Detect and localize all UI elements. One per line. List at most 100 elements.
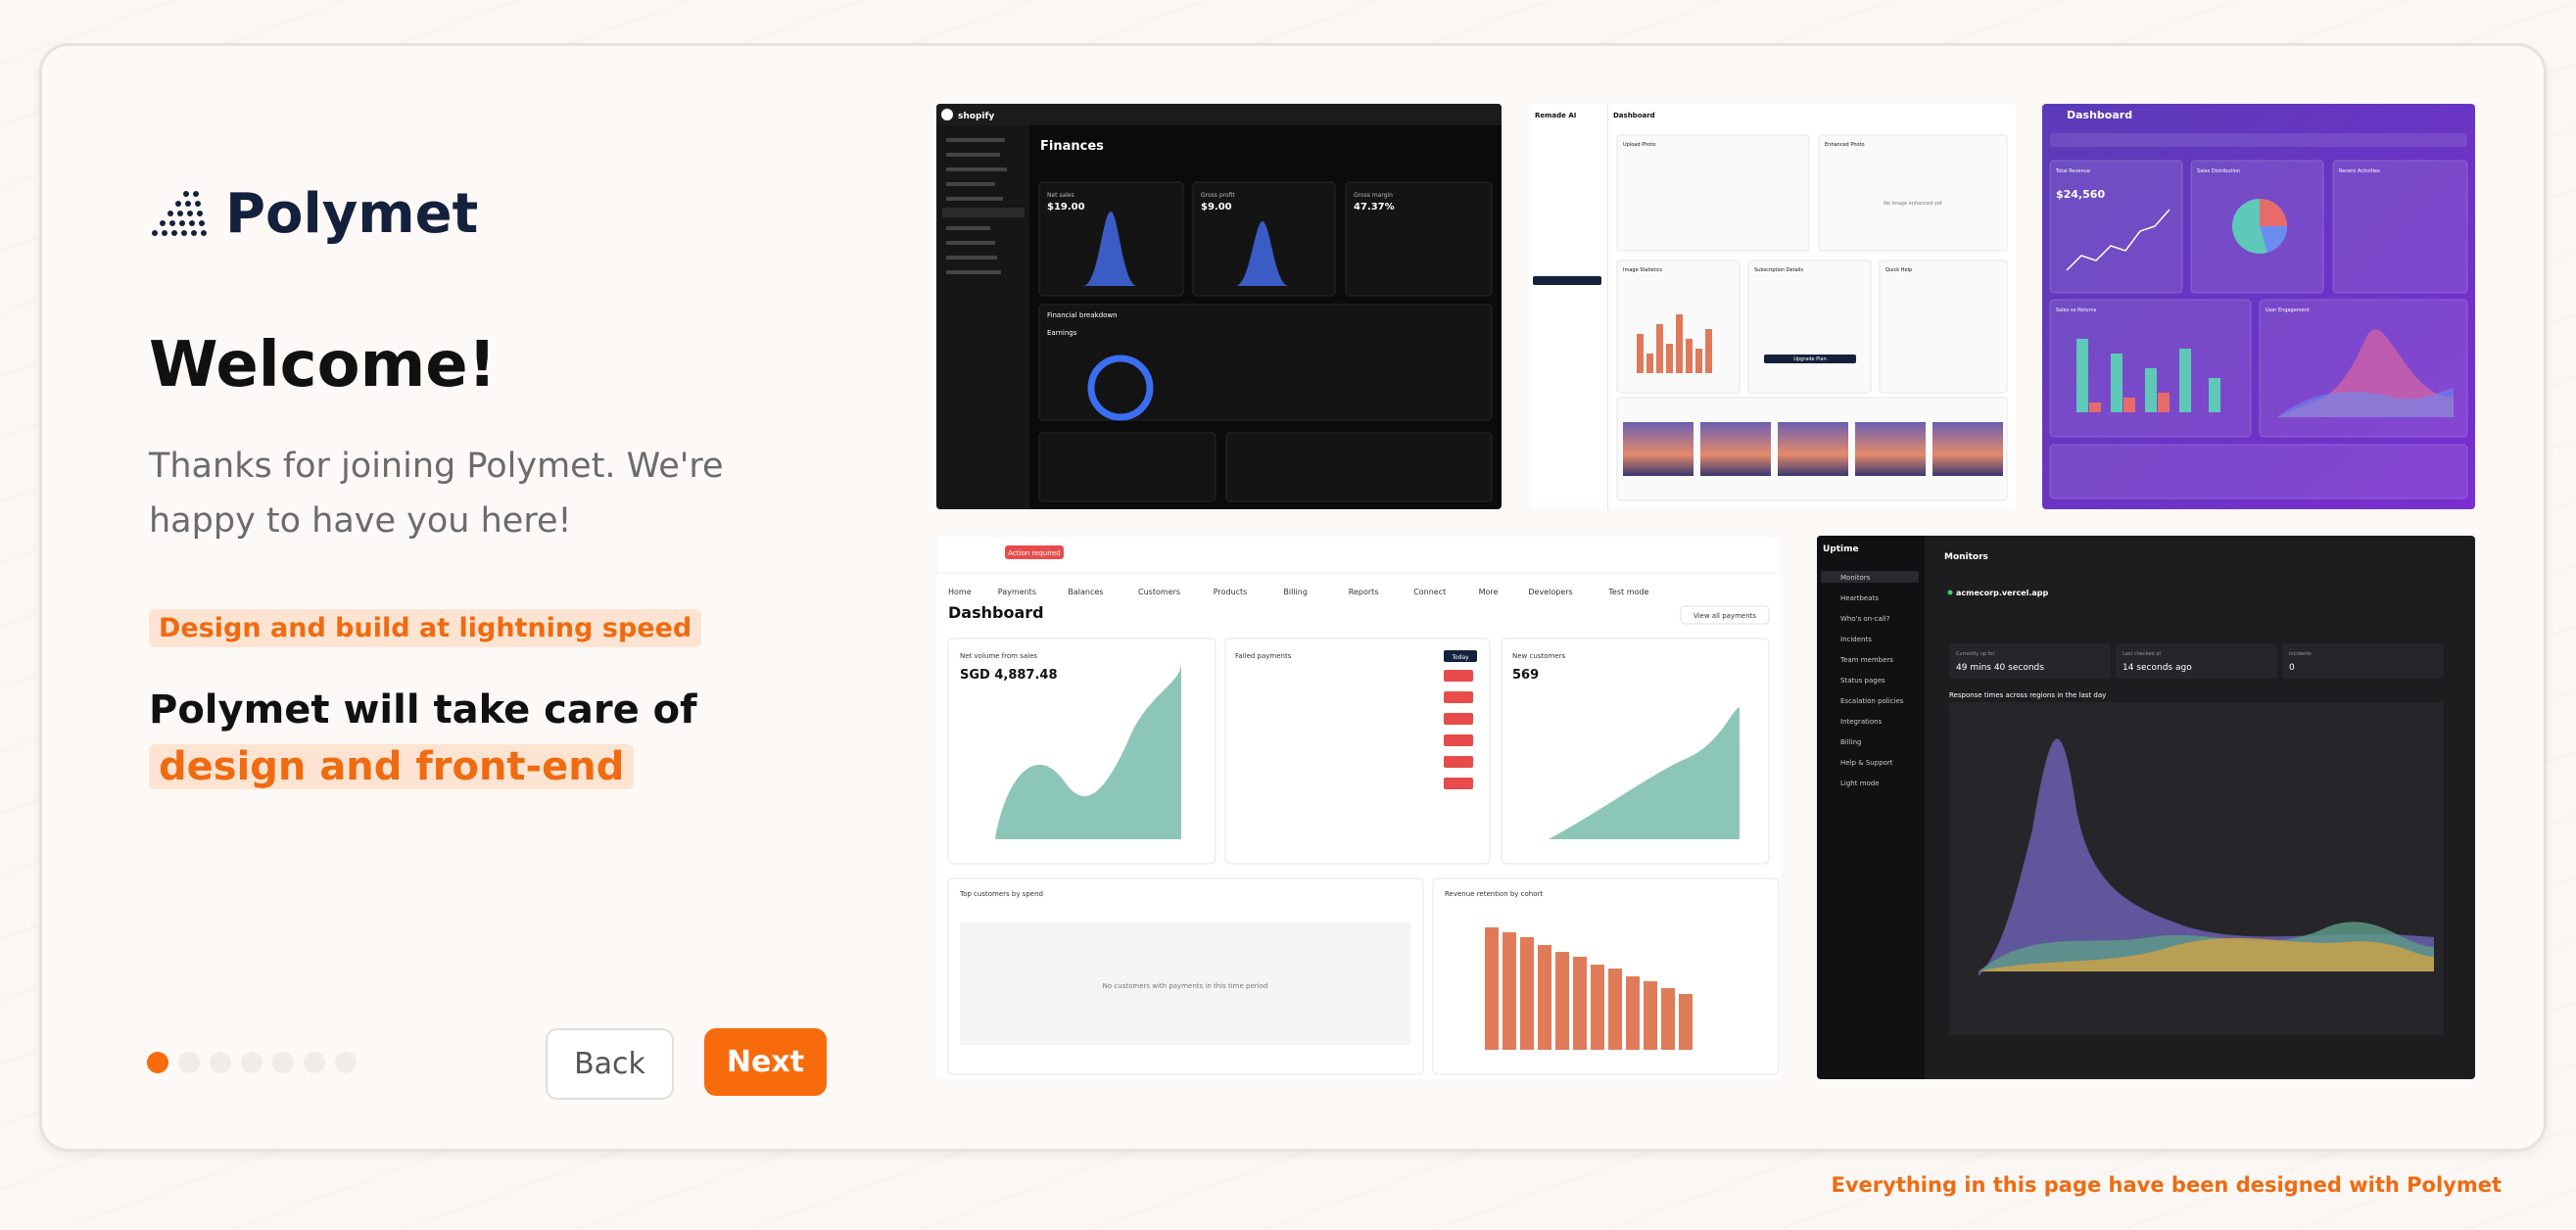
decor: Enhanced Photo <box>1825 142 1865 148</box>
decor <box>946 167 1007 171</box>
decor: design and front-end <box>149 738 697 795</box>
decor <box>1083 212 1137 286</box>
decor <box>1818 134 2008 252</box>
step-dot[interactable] <box>210 1052 231 1073</box>
decor: User Engagement <box>2266 308 2310 313</box>
step-dot[interactable] <box>335 1052 357 1073</box>
decor: No image enhanced yet <box>1884 201 1942 207</box>
decor <box>2277 329 2454 417</box>
decor: Financial breakdown <box>1047 311 1118 319</box>
decor <box>195 200 201 207</box>
heading-highlight: design and front-end <box>149 744 635 789</box>
decor <box>2332 160 2468 294</box>
decor <box>2050 133 2467 147</box>
decor: Total Revenue <box>2055 168 2090 174</box>
decor <box>1949 643 2444 1035</box>
decor <box>1444 713 1473 725</box>
decor <box>185 200 191 207</box>
decor: Failed payments <box>1235 652 1292 660</box>
decor <box>960 922 1410 1045</box>
step-dot[interactable] <box>272 1052 294 1073</box>
step-dot[interactable] <box>178 1052 200 1073</box>
decor <box>1879 260 2008 394</box>
decor <box>1817 536 1925 1079</box>
decor <box>162 229 167 236</box>
decor <box>1626 976 1640 1050</box>
thumb-text: Billing <box>1840 738 1861 746</box>
step-dot[interactable] <box>241 1052 262 1073</box>
decor: Upload Photo <box>1623 142 1655 148</box>
thumb-remade: Remade AI Dashboard Upload Photo Enhance… <box>1529 104 2016 509</box>
thumb-text: Payments <box>998 588 1036 596</box>
decor: $9.00 <box>1201 202 1232 213</box>
back-button[interactable]: Back <box>546 1028 674 1100</box>
decor: Net volume from sales <box>960 652 1037 660</box>
decor: acmecorp.vercel.app <box>1956 589 2049 597</box>
decor <box>1656 324 1663 373</box>
decor <box>1444 670 1473 682</box>
decor <box>1666 344 1673 373</box>
thumb-payments: Action required Home Payments Balances Cust… <box>936 536 1781 1079</box>
decor <box>1345 181 1493 297</box>
decor: Subscription Details <box>1754 267 1803 273</box>
decor <box>2260 199 2287 226</box>
decor <box>2042 104 2475 509</box>
thumb-text: Heartbeats <box>1840 594 1879 602</box>
decor: SGD 4,887.48 <box>960 668 1058 683</box>
decor <box>1661 988 1675 1050</box>
decor <box>175 200 181 207</box>
decor <box>946 197 1003 201</box>
decor <box>1444 691 1473 703</box>
decor <box>1747 260 1872 394</box>
decor <box>177 210 183 216</box>
decor <box>1644 981 1657 1050</box>
decor <box>2049 444 2468 499</box>
decor <box>1485 927 1693 1050</box>
thumb-text: Incidents <box>1840 636 1872 643</box>
decor <box>936 104 1029 509</box>
decor <box>1225 432 1493 502</box>
decor: 14 seconds ago <box>2123 663 2192 673</box>
decor <box>1947 590 1953 595</box>
decor <box>1616 134 1810 252</box>
decor: Image Statistics <box>1623 267 1663 273</box>
decor <box>2089 402 2101 412</box>
decor: Sales vs Returns <box>2056 308 2097 313</box>
thumb-text: Monitors <box>1840 574 1871 582</box>
decor: Finances <box>1040 139 1104 154</box>
decor <box>1549 707 1740 839</box>
decor <box>2260 226 2288 253</box>
thumb-text: Status pages <box>1840 677 1885 685</box>
decor <box>1979 937 2434 971</box>
decor <box>942 138 1025 274</box>
decor <box>2158 393 2170 412</box>
decor <box>199 219 205 226</box>
decor <box>1503 932 1516 1050</box>
decor <box>946 226 990 230</box>
step-dot[interactable] <box>304 1052 325 1073</box>
decor <box>2076 339 2088 412</box>
decor: Recent Activities <box>2339 168 2380 174</box>
decor: Sales Distribution <box>2197 168 2240 174</box>
decor <box>946 256 997 260</box>
decor <box>1680 605 1770 625</box>
thumb-text: Escalation policies <box>1840 697 1904 705</box>
thumb-text: More <box>1479 588 1499 596</box>
decor: Gross profit <box>1201 192 1235 199</box>
decor <box>946 138 1005 142</box>
decor <box>1087 355 1154 421</box>
decor <box>183 190 189 197</box>
next-button[interactable]: Next <box>704 1028 827 1096</box>
decor: Net sales <box>1047 192 1074 199</box>
thumb-text: Products <box>1214 588 1248 596</box>
step-dot-active[interactable] <box>147 1052 168 1073</box>
decor <box>1637 314 1712 373</box>
thumb-text: Connect <box>1413 588 1446 596</box>
decor <box>2145 368 2157 412</box>
decor: Currently up for <box>1956 651 1995 657</box>
decor <box>1432 877 1780 1075</box>
decor <box>2066 209 2171 271</box>
decor: Incidents <box>2289 651 2312 657</box>
decor: Dashboard <box>948 603 1044 622</box>
